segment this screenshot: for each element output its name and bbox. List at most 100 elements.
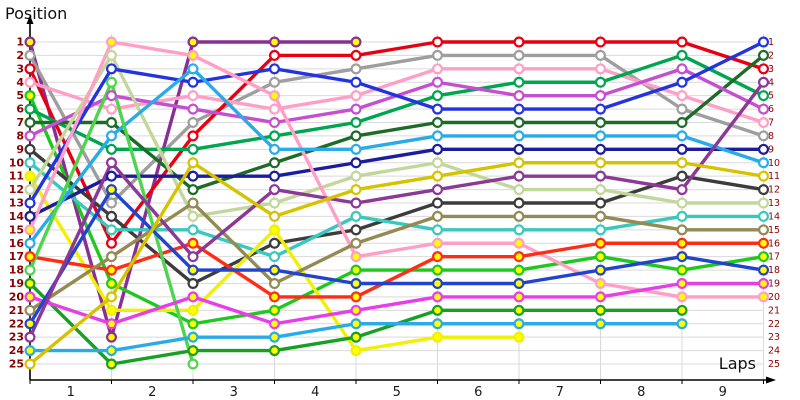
series-marker-car-green2-yellow-lap-8 xyxy=(676,304,688,316)
series-marker-car-blue-yellow-lap-5 xyxy=(432,278,444,290)
series-marker-car-violet-lap-3 xyxy=(269,117,281,129)
series-marker-car-green2-yellow-lap-2 xyxy=(187,345,199,357)
y-tick-label-right: 11 xyxy=(768,171,780,182)
y-tick-label-right: 13 xyxy=(768,198,780,209)
series-marker-car-gold-lap-5 xyxy=(432,170,444,182)
series-marker-car-green-yellow-lap-7 xyxy=(594,251,606,263)
series-marker-car-purple-lap-0 xyxy=(24,331,36,343)
series-marker-car-green-lap-7 xyxy=(594,76,606,88)
series-marker-car-green-yellow-lap-5 xyxy=(432,264,444,276)
series-marker-car-navy-lap-5 xyxy=(432,143,444,155)
series-marker-car-pink-yellow-lap-0 xyxy=(24,224,36,236)
series-marker-car-pink-lap-9 xyxy=(757,117,769,129)
series-marker-car-green2-yellow-lap-3 xyxy=(269,345,281,357)
series-marker-car-palegreen-lap-1 xyxy=(105,49,117,61)
y-tick-label-right: 14 xyxy=(768,211,780,222)
series-marker-car-green-lap-4 xyxy=(350,117,362,129)
series-marker-car-gold-lap-8 xyxy=(676,157,688,169)
series-marker-car-turquoise-lap-1 xyxy=(105,224,117,236)
series-marker-car-black-lap-2 xyxy=(187,278,199,290)
series-marker-car-magenta-yellow-lap-8 xyxy=(676,278,688,290)
y-tick-label-right: 6 xyxy=(768,104,774,115)
y-tick-label-right: 7 xyxy=(768,118,774,129)
series-marker-car-red-yellow-lap-1 xyxy=(105,264,117,276)
series-marker-car-violet-lap-2 xyxy=(187,103,199,115)
series-line-car-violet xyxy=(28,67,766,138)
series-marker-car-green-lap-8 xyxy=(676,49,688,61)
series-marker-car-violet-lap-9 xyxy=(757,103,769,115)
series-marker-car-magenta-yellow-lap-1 xyxy=(105,318,117,330)
series-marker-car-red-lap-9 xyxy=(757,63,769,75)
y-tick-label-right: 1 xyxy=(768,37,774,48)
series-marker-car-blue-yellow-lap-7 xyxy=(594,264,606,276)
series-marker-car-pink-yellow-lap-1 xyxy=(105,36,117,48)
series-marker-car-gray-lap-3 xyxy=(269,76,281,88)
series-marker-car-pink-lap-8 xyxy=(676,90,688,102)
series-marker-car-turquoise-lap-2 xyxy=(187,224,199,236)
series-marker-car-purple-lap-5 xyxy=(432,184,444,196)
series-marker-car-blue-yellow-lap-0 xyxy=(24,318,36,330)
y-tick-label-left: 21 xyxy=(9,304,24,317)
x-tick-label: 7 xyxy=(556,385,564,400)
series-marker-car-magenta-yellow-lap-3 xyxy=(269,318,281,330)
series-marker-car-pink-yellow-lap-3 xyxy=(269,90,281,102)
series-marker-car-navy-lap-9 xyxy=(757,143,769,155)
series-marker-car-olive-lap-5 xyxy=(432,210,444,222)
series-marker-car-blue-yellow-lap-9 xyxy=(757,264,769,276)
series-marker-car-darkgreen-lap-9 xyxy=(757,49,769,61)
series-marker-car-darkgreen-lap-0 xyxy=(24,117,36,129)
series-marker-car-olive-lap-1 xyxy=(105,251,117,263)
series-marker-car-gray-lap-1 xyxy=(105,197,117,209)
series-marker-car-black-lap-9 xyxy=(757,184,769,196)
y-tick-label-left: 23 xyxy=(9,331,24,344)
series-marker-car-blue-lap-9 xyxy=(757,36,769,48)
y-tick-label-right: 21 xyxy=(768,305,780,316)
y-tick-label-right: 23 xyxy=(768,332,780,343)
y-tick-label-right: 9 xyxy=(768,144,774,155)
series-line-car-palegreen xyxy=(28,53,766,219)
series-marker-car-palegreen-lap-2 xyxy=(187,210,199,222)
y-tick-label-left: 9 xyxy=(16,143,24,156)
x-tick-label: 9 xyxy=(719,385,727,400)
series-marker-car-pink-lap-1 xyxy=(105,103,117,115)
series-marker-car-magenta-yellow-lap-7 xyxy=(594,291,606,303)
x-tick-label: 1 xyxy=(67,385,75,400)
series-marker-car-violet-lap-4 xyxy=(350,103,362,115)
x-tick-label: 5 xyxy=(393,385,401,400)
series-line-car-purple xyxy=(28,80,766,339)
series-marker-car-magenta-yellow-lap-2 xyxy=(187,291,199,303)
series-marker-car-green2-yellow-lap-1 xyxy=(105,358,117,370)
y-tick-label-right: 8 xyxy=(768,131,774,142)
y-tick-label-right: 25 xyxy=(768,359,780,370)
series-marker-car-skyblue-lap-2 xyxy=(187,63,199,75)
y-tick-label-left: 16 xyxy=(9,237,25,250)
y-tick-label-left: 3 xyxy=(16,62,24,75)
series-marker-car-red-yellow-lap-3 xyxy=(269,291,281,303)
series-line-car-navy xyxy=(28,147,766,219)
series-marker-car-violet-lap-0 xyxy=(24,130,36,142)
series-line-car-red-yellow xyxy=(28,241,766,299)
series-marker-car-pink-lap-2 xyxy=(187,90,199,102)
series-marker-car-turquoise-lap-7 xyxy=(594,224,606,236)
series-marker-car-purple-lap-6 xyxy=(513,170,525,182)
series-marker-car-purple-yellow-lap-0 xyxy=(24,36,36,48)
y-tick-label-right: 5 xyxy=(768,91,774,102)
series-marker-car-skyblue-yellow-lap-7 xyxy=(594,318,606,330)
series-marker-car-palegreen-lap-8 xyxy=(676,197,688,209)
series-marker-car-violet-lap-6 xyxy=(513,90,525,102)
series-marker-car-olive-lap-7 xyxy=(594,210,606,222)
series-marker-car-palegreen-lap-3 xyxy=(269,197,281,209)
x-tick-label: 2 xyxy=(148,385,156,400)
series-marker-car-lightgreen-lap-0 xyxy=(24,264,36,276)
series-marker-car-purple-yellow-lap-4 xyxy=(350,36,362,48)
series-marker-car-brightyellow-lap-0 xyxy=(24,170,36,182)
series-marker-car-olive-lap-9 xyxy=(757,224,769,236)
y-tick-label-left: 15 xyxy=(9,223,24,236)
series-marker-car-olive-lap-8 xyxy=(676,224,688,236)
y-tick-label-left: 11 xyxy=(9,170,24,183)
series-marker-car-black-lap-7 xyxy=(594,197,606,209)
series-marker-car-skyblue-yellow-lap-0 xyxy=(24,345,36,357)
series-marker-car-gold-lap-0 xyxy=(24,358,36,370)
series-marker-car-black-lap-6 xyxy=(513,197,525,209)
